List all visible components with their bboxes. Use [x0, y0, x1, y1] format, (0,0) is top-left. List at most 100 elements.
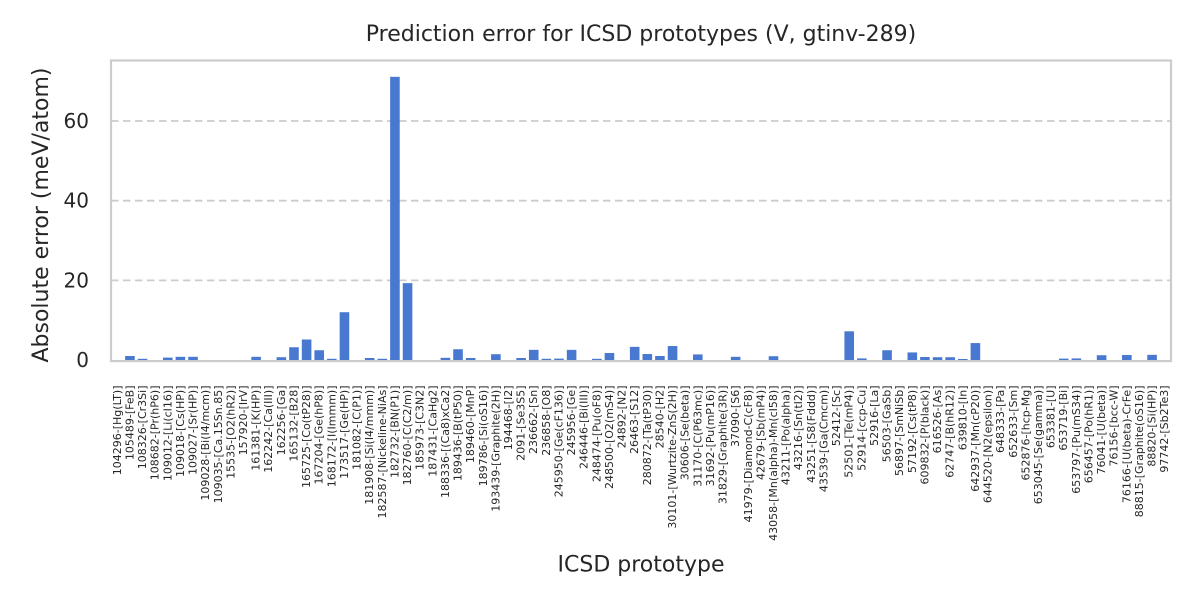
- bar: [251, 356, 261, 360]
- x-tick-label: 30101-[Wurtzite-ZnS(2H)]: [666, 386, 679, 529]
- y-tick-labels: 0 20 40 60: [64, 109, 89, 372]
- x-tick-label: 43211-[Po(alpha)]: [780, 386, 793, 486]
- bar: [730, 356, 741, 360]
- bars: [125, 76, 1157, 360]
- x-tick-label: 182732-[BN(P1)]: [388, 386, 401, 479]
- x-tick-label: 653381-[U]: [1045, 386, 1058, 449]
- x-tick-label: 109012-[Li(cI16)]: [161, 386, 174, 482]
- x-tick-labels: 104296-[Hg(LT)] 105489-[FeB] 108326-[Cr3Si…: [111, 386, 1171, 541]
- bar: [566, 349, 577, 360]
- bar: [1071, 358, 1082, 360]
- bar: [175, 356, 186, 360]
- x-tick-label: 97742-[Sb2Te3]: [1158, 386, 1171, 473]
- y-axis-label: Absolute error (meV/atom): [29, 68, 54, 363]
- x-tick-label: 31170-[C(P63mc)]: [691, 386, 704, 487]
- x-tick-label: 76156-[bcc-W]: [1108, 386, 1121, 467]
- x-tick-label: 42679-[Sb(mP4)]: [754, 386, 767, 480]
- x-tick-label: 41979-[Diamond-C(cF8)]: [742, 386, 755, 523]
- bar: [491, 354, 501, 360]
- bar: [402, 283, 413, 360]
- gridlines: [111, 120, 1171, 282]
- bar: [453, 349, 463, 360]
- x-tick-label: 248500-[O2(mS4)]: [603, 386, 616, 489]
- x-tick-label: 653797-[Pu(mS34)]: [1070, 386, 1083, 494]
- x-tick-label: 652633-[Sm]: [1007, 386, 1020, 458]
- bar: [1096, 355, 1107, 360]
- bar: [339, 312, 350, 360]
- x-tick-label: 181908-[Si(I4/mmm)]: [363, 386, 376, 505]
- x-tick-label: 31829-[Graphite(3R)]: [717, 386, 730, 505]
- x-tick-label: 236858-[O8]: [540, 386, 553, 456]
- bar: [592, 358, 602, 360]
- x-tick-label: 52501-[Te(mP4)]: [843, 386, 856, 478]
- x-tick-label: 189436-[B(tP50)]: [452, 386, 465, 482]
- x-tick-label: 76041-[U(beta)]: [1095, 386, 1108, 475]
- bar: [844, 331, 855, 360]
- x-tick-label: 30606-[Se(beta)]: [679, 386, 692, 481]
- x-tick-label: 188336-[(Ca8)xCa2]: [439, 386, 452, 498]
- bar: [465, 358, 476, 360]
- x-tick-label: 52916-[La]: [868, 386, 881, 446]
- x-tick-label: 189786-[Si(oS16)]: [477, 386, 490, 487]
- x-tick-label: 37090-[S6]: [729, 386, 742, 448]
- bar: [301, 339, 312, 360]
- x-tick-label: 157920-[IrV]: [237, 386, 250, 456]
- bar: [1147, 354, 1157, 360]
- x-tick-label: 193439-[Graphite(2H)]: [489, 386, 502, 512]
- x-tick-label: 639810-[In]: [956, 386, 969, 451]
- bar: [945, 357, 955, 360]
- x-tick-label: 15535-[O2(hR2)]: [224, 386, 237, 479]
- chart-title: Prediction error for ICSD prototypes (V,…: [366, 22, 916, 47]
- bar: [604, 353, 615, 360]
- bar: [554, 358, 564, 360]
- x-tick-label: 43251-[S8(Fddd)]: [805, 386, 818, 483]
- x-tick-label: 616526-[As]: [931, 386, 944, 454]
- x-tick-label: 181082-[C(P1)]: [351, 386, 364, 470]
- bar: [655, 356, 665, 360]
- x-tick-label: 609832-[P(black)]: [918, 386, 931, 485]
- x-tick-label: 185973-[C3N2]: [414, 386, 427, 470]
- bar: [629, 346, 640, 360]
- bar: [327, 358, 337, 360]
- x-tick-label: 182587-[Nickeline-NiAs]: [376, 386, 389, 519]
- bar: [932, 357, 943, 360]
- x-tick-label: 168172-[I(Immm)]: [325, 386, 338, 488]
- x-tick-label: 246446-[Bi(III)]: [578, 386, 591, 469]
- bar: [276, 357, 287, 360]
- bar: [1058, 358, 1069, 360]
- x-tick-label: 189460-[MnP]: [464, 386, 477, 464]
- x-tick-label: 162242-[Ca(III)]: [262, 386, 275, 473]
- x-tick-label: 245956-[Ge]: [565, 386, 578, 456]
- x-tick-label: 108326-[Cr3Si]: [136, 386, 149, 470]
- x-tick-label: 109027-[Sr(HP)]: [187, 386, 200, 476]
- bar: [907, 352, 918, 360]
- x-tick-label: 57192-[Cs(tP8)]: [906, 386, 919, 473]
- x-tick-label: 653719-[Bi]: [1057, 386, 1070, 451]
- x-tick-label: 648333-[Pa]: [994, 386, 1007, 453]
- x-tick-label: 173517-[Ge(HP)]: [338, 386, 351, 479]
- bar: [125, 356, 135, 360]
- y-tick-label: 40: [64, 189, 89, 213]
- x-tick-label: 656457-[Po(hR1)]: [1082, 386, 1095, 484]
- x-tick-label: 104296-[Hg(LT)]: [111, 386, 124, 476]
- x-tick-label: 236662-[Sn]: [527, 386, 540, 455]
- bar: [920, 357, 930, 360]
- x-tick-label: 43539-[Ga(Cmcm)]: [817, 386, 830, 493]
- x-tick-label: 28540-[H2]: [653, 386, 666, 449]
- y-tick-label: 20: [64, 268, 89, 292]
- bar: [768, 356, 779, 360]
- x-tick-label: 653045-[Se(gamma)]: [1032, 386, 1045, 505]
- y-tick-label: 0: [76, 348, 89, 372]
- bar: [528, 349, 539, 360]
- x-tick-label: 109018-[Cs(HP)]: [174, 386, 187, 477]
- x-tick-label: 56897-[SmNiSb]: [893, 386, 906, 477]
- bar: [541, 358, 552, 360]
- bar: [377, 358, 388, 360]
- x-tick-label: 2091-[Se3S5]: [515, 386, 528, 461]
- x-tick-label: 161381-[K(HP)]: [250, 386, 263, 471]
- x-tick-label: 644520-[N2(epsilon)]: [982, 386, 995, 504]
- x-tick-label: 182760-[C(C2/m)]: [401, 386, 414, 486]
- x-tick-label: 165132-[B28]: [287, 386, 300, 462]
- x-tick-label: 105489-[FeB]: [123, 386, 136, 461]
- bar: [364, 358, 375, 360]
